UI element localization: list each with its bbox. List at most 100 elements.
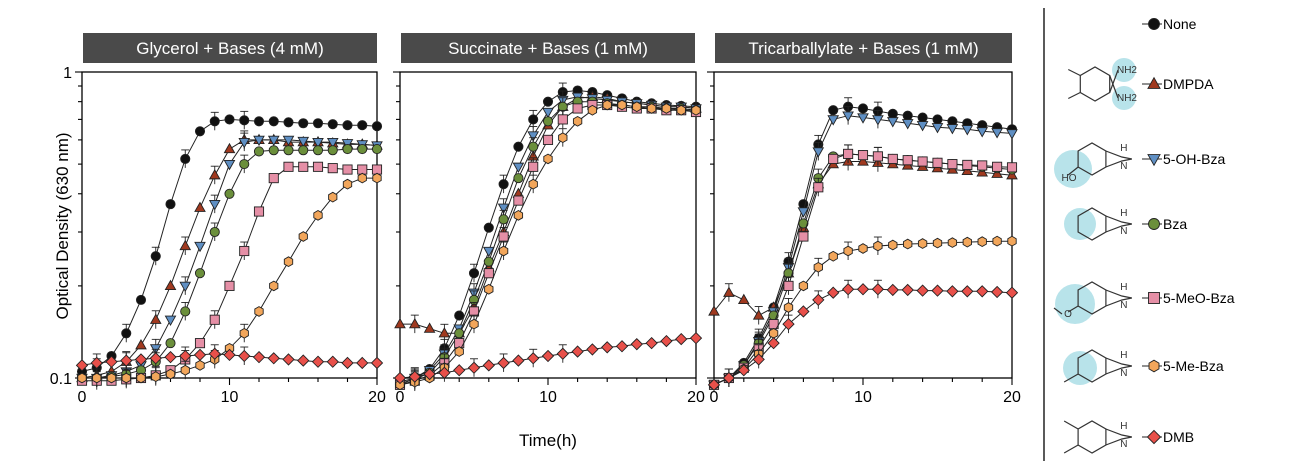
- x-axis-label: Time(h): [519, 431, 577, 450]
- data-point: [283, 161, 294, 172]
- data-point: [783, 302, 794, 313]
- data-point: [660, 334, 673, 348]
- data-point: [438, 366, 451, 379]
- legend-item-Bza: Bza HN: [1064, 207, 1187, 241]
- data-point: [454, 310, 465, 321]
- data-point: [483, 268, 494, 279]
- data-point: [962, 159, 973, 170]
- data-point: [857, 150, 869, 161]
- data-point: [357, 164, 368, 175]
- x-tick-label: 10: [854, 389, 872, 406]
- data-point: [888, 239, 898, 251]
- data-point: [691, 104, 701, 116]
- x-tick-label: 0: [78, 389, 87, 406]
- data-point: [297, 354, 310, 367]
- data-point: [932, 114, 943, 125]
- data-point: [180, 364, 190, 376]
- data-point: [497, 356, 510, 370]
- data-point: [75, 359, 89, 372]
- panel-title-box: [83, 33, 377, 63]
- data-point: [298, 161, 309, 172]
- data-point: [298, 231, 308, 242]
- data-point: [827, 115, 840, 126]
- legend-item-None: None: [1142, 16, 1197, 32]
- data-point: [482, 359, 495, 372]
- data-point: [408, 317, 421, 329]
- data-point: [797, 207, 810, 218]
- data-point: [120, 354, 133, 367]
- data-point: [395, 379, 405, 391]
- data-point: [341, 356, 354, 370]
- panel-title: Succinate + Bases (1 mM): [448, 39, 648, 58]
- data-point: [976, 285, 989, 298]
- data-point: [150, 251, 161, 262]
- data-point: [842, 111, 854, 122]
- panel-1: Glycerol + Bases (4 mM)0.110 10 20: [50, 33, 386, 406]
- data-point: [752, 353, 765, 366]
- panel-2: Succinate + Bases (1 mM) 0 10 20: [393, 33, 705, 406]
- data-point: [737, 364, 750, 377]
- data-point: [527, 352, 540, 365]
- data-point: [586, 343, 599, 356]
- data-point: [528, 114, 539, 125]
- data-point: [752, 309, 765, 320]
- structure-label: H: [1120, 282, 1127, 293]
- x-tick-label: 20: [687, 389, 705, 406]
- series-DMB: [707, 279, 1019, 391]
- legend-item-5-MeO-Bza: 5-MeO-Bza HN O: [1053, 281, 1235, 324]
- data-point: [827, 286, 840, 299]
- structure-label: NH2: [1117, 65, 1137, 76]
- data-point: [527, 131, 540, 142]
- data-point: [843, 148, 854, 159]
- data-point: [328, 191, 338, 203]
- data-point: [498, 231, 509, 242]
- data-point: [528, 141, 539, 152]
- data-point: [180, 306, 191, 317]
- data-point: [165, 368, 176, 380]
- data-point: [932, 157, 943, 168]
- structure-label: N: [1120, 226, 1127, 237]
- x-tick-label: 20: [1003, 389, 1021, 406]
- x-tick-label: 10: [539, 389, 557, 406]
- legend-label: 5-OH-Bza: [1163, 151, 1225, 167]
- data-point: [646, 103, 657, 114]
- data-point: [372, 172, 382, 184]
- data-point: [617, 99, 627, 111]
- data-point: [194, 241, 206, 253]
- data-point: [134, 353, 148, 366]
- data-point: [194, 201, 206, 212]
- data-point: [498, 179, 509, 190]
- data-point: [342, 164, 353, 175]
- data-point: [813, 261, 823, 273]
- data-point: [528, 178, 538, 190]
- data-point: [179, 349, 192, 363]
- data-point: [843, 245, 853, 257]
- data-point: [1006, 162, 1018, 173]
- structure-label: NH2: [1117, 93, 1137, 104]
- series-5-Me-Bza: [395, 99, 701, 392]
- data-point: [283, 145, 294, 156]
- legend-label: DMB: [1163, 429, 1194, 445]
- data-point: [239, 327, 249, 339]
- data-point: [676, 104, 686, 116]
- data-point: [601, 341, 614, 354]
- data-point: [872, 151, 883, 162]
- data-point: [223, 348, 236, 362]
- x-tick-label: 0: [710, 389, 719, 406]
- data-point: [886, 117, 899, 128]
- data-point: [841, 283, 855, 296]
- data-point: [513, 209, 524, 221]
- data-point: [512, 354, 525, 367]
- data-point: [498, 214, 509, 225]
- data-point: [164, 350, 177, 364]
- chem-structure-icon: HN HO: [1054, 142, 1132, 188]
- x-tick-label: 20: [368, 389, 386, 406]
- data-point: [962, 236, 972, 248]
- legend-label: 5-MeO-Bza: [1163, 290, 1235, 306]
- data-point: [902, 110, 913, 121]
- data-point: [468, 268, 480, 279]
- data-point: [886, 283, 899, 297]
- series-DMPDA: [394, 90, 702, 343]
- data-point: [484, 283, 494, 295]
- data-point: [901, 283, 914, 297]
